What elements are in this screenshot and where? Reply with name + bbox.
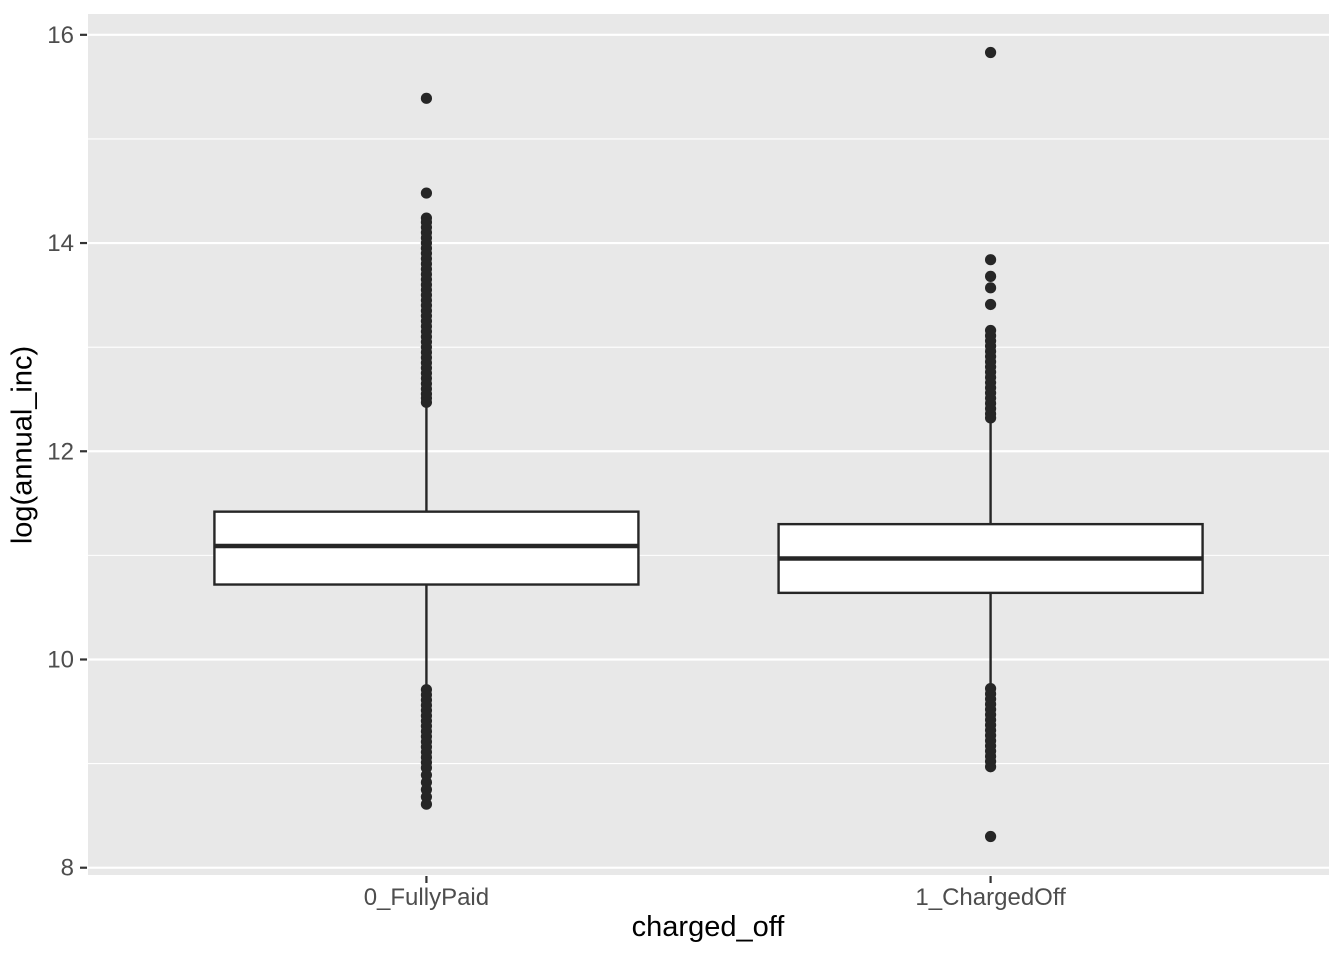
y-tick-label: 10 [47,646,74,673]
x-axis-title: charged_off [631,911,785,943]
x-tick-label: 0_FullyPaid [364,884,489,911]
y-tick-label: 16 [47,22,74,49]
outlier-point [984,298,997,311]
outlier-point [420,187,433,199]
outlier-point [984,254,997,266]
outlier-point [420,92,433,104]
x-tick-label: 1_ChargedOff [915,884,1066,911]
plot-panel [88,14,1329,875]
y-tick-label: 12 [47,438,74,465]
y-axis-title: log(annual_inc) [6,345,39,545]
outlier-point [420,396,433,408]
outlier-point [984,46,997,59]
outlier-point [984,830,997,843]
outlier-point [420,798,433,810]
y-tick-label: 8 [61,855,74,882]
outlier-point [984,761,997,773]
outlier-point [984,412,997,424]
outlier-point [984,270,997,282]
y-tick-label: 14 [47,230,74,257]
outlier-point [984,282,997,294]
